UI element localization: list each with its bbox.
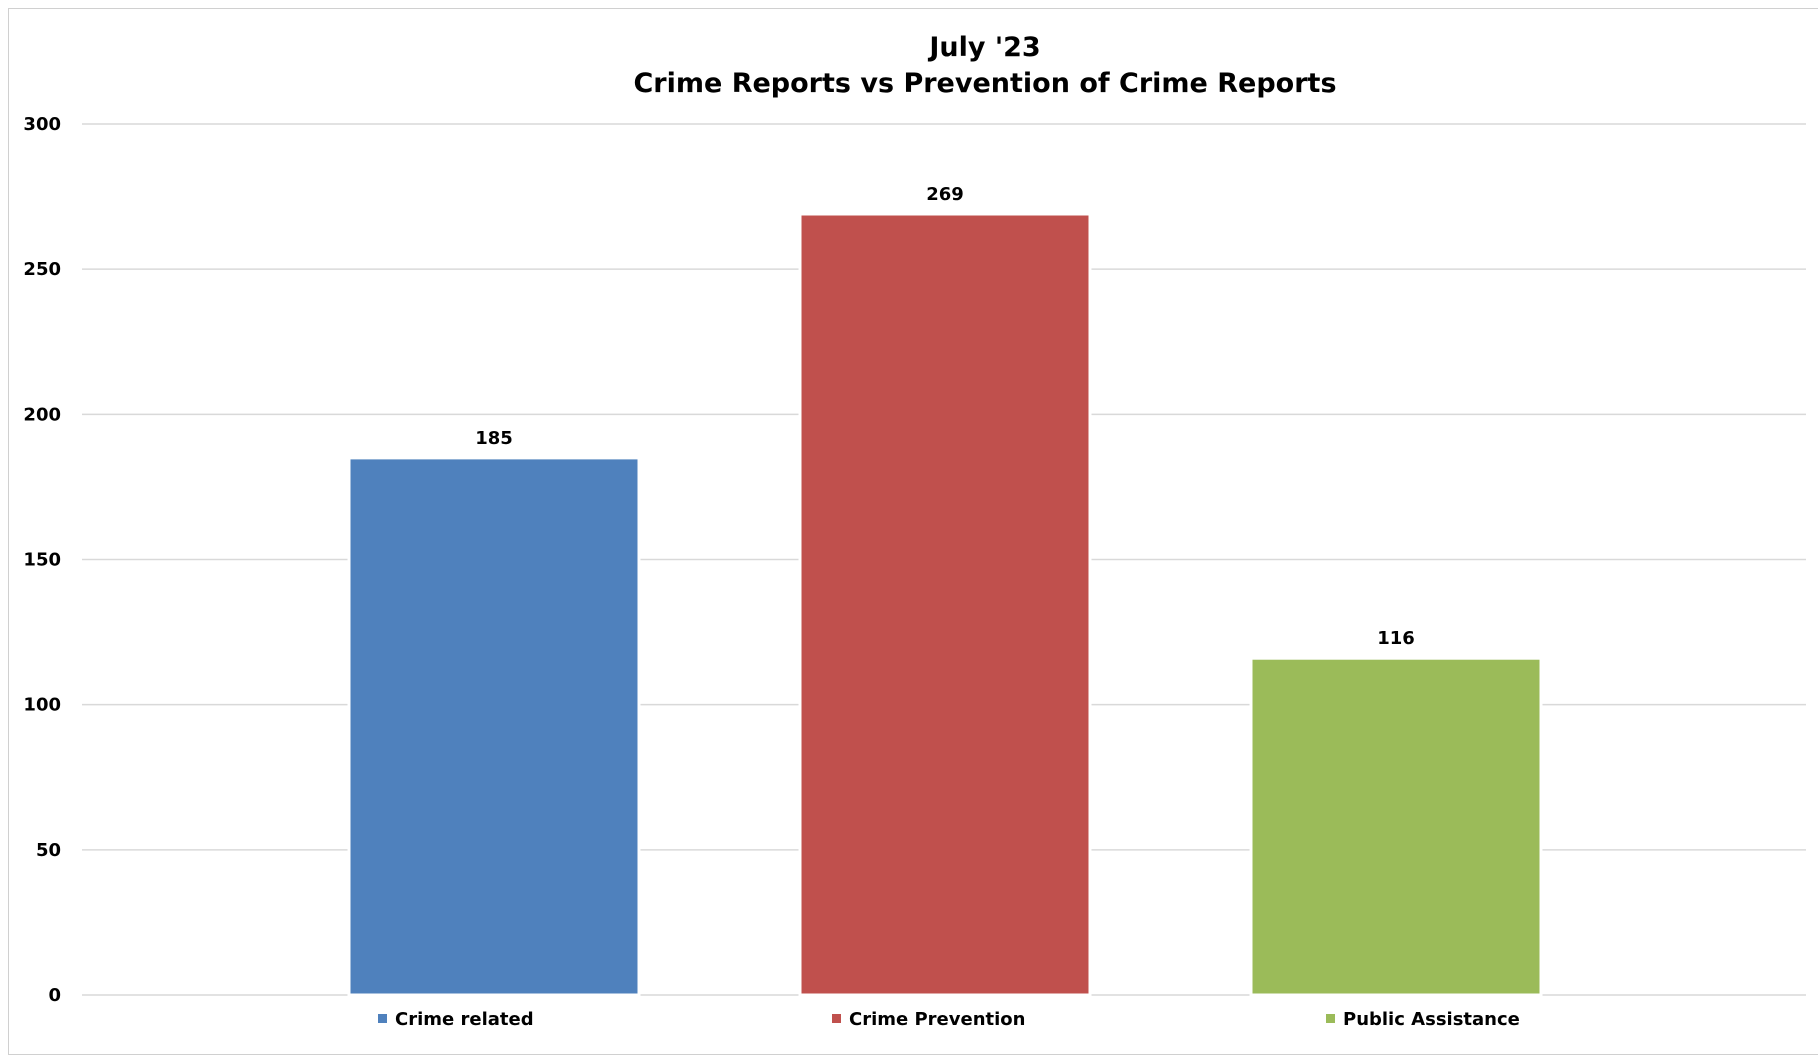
data-label: 116 — [1377, 628, 1415, 649]
chart-subtitle: Crime Reports vs Prevention of Crime Rep… — [633, 68, 1336, 99]
legend-label: Public Assistance — [1343, 1009, 1520, 1030]
data-label: 185 — [475, 428, 513, 449]
legend-label: Crime Prevention — [849, 1009, 1025, 1030]
legend-swatch — [832, 1014, 841, 1023]
y-tick-label: 50 — [36, 840, 61, 861]
y-axis-tick-labels: 0 50 100 150 200 250 300 — [23, 114, 61, 1006]
legend-swatch — [378, 1014, 387, 1023]
legend-swatch — [1326, 1014, 1335, 1023]
chart-title: July '23 — [927, 32, 1040, 63]
y-tick-label: 200 — [23, 404, 61, 425]
y-tick-label: 0 — [48, 985, 61, 1006]
bars — [347, 212, 1543, 997]
data-label: 269 — [926, 184, 964, 205]
bar-public-assistance — [1249, 656, 1543, 997]
y-tick-label: 300 — [23, 114, 61, 135]
bar-crime-prevention — [798, 212, 1092, 997]
bar-crime-related — [347, 456, 641, 997]
legend: Crime related Crime Prevention Public Assi… — [378, 1009, 1520, 1030]
y-tick-label: 250 — [23, 259, 61, 280]
chart-title-group: July '23 Crime Reports vs Prevention of … — [633, 32, 1336, 99]
data-labels: 185 269 116 — [475, 184, 1415, 649]
y-tick-label: 150 — [23, 550, 61, 571]
y-tick-label: 100 — [23, 695, 61, 716]
legend-label: Crime related — [395, 1009, 534, 1030]
